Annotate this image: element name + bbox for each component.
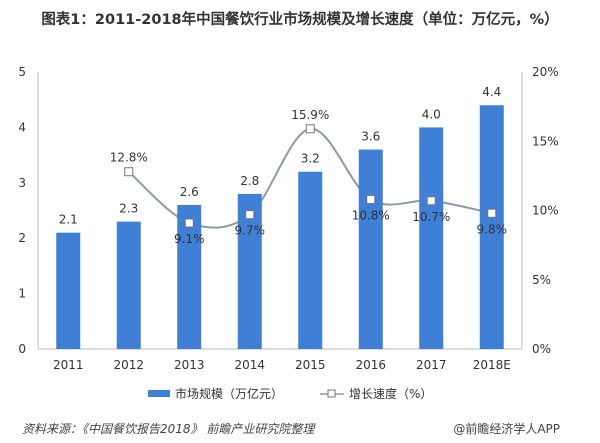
growth-rate-marker (184, 218, 194, 228)
bar-value-label: 4.0 (422, 107, 441, 121)
line-value-label: 9.8% (477, 222, 508, 236)
x-tick-label: 2012 (113, 358, 144, 372)
market-size-bar (358, 149, 383, 349)
line-value-label: 9.1% (174, 232, 205, 246)
right-tick-label: 10% (532, 204, 559, 218)
left-tick-label: 5 (18, 65, 26, 79)
right-tick-label: 20% (532, 65, 559, 79)
market-size-bar (116, 221, 141, 349)
legend-line-marker (327, 389, 336, 398)
left-tick-label: 2 (18, 231, 26, 245)
bar-value-label: 2.8 (240, 174, 259, 188)
growth-rate-marker (366, 194, 376, 204)
line-value-label: 9.7% (235, 224, 266, 238)
line-value-label: 10.8% (352, 208, 390, 222)
x-tick-label: 2016 (355, 358, 386, 372)
left-tick-label: 0 (18, 342, 26, 356)
bar-value-label: 4.4 (482, 85, 501, 99)
line-value-label: 15.9% (291, 108, 329, 122)
growth-rate-marker (305, 124, 315, 134)
x-tick-label: 2015 (295, 358, 326, 372)
left-tick-label: 3 (18, 176, 26, 190)
left-tick-label: 4 (18, 120, 26, 134)
growth-rate-marker (124, 167, 134, 177)
left-tick-label: 1 (18, 287, 26, 301)
bar-value-label: 2.3 (119, 202, 138, 216)
line-value-label: 12.8% (110, 151, 148, 165)
growth-rate-marker (426, 196, 436, 206)
growth-rate-marker (245, 210, 255, 220)
x-tick-label: 2014 (234, 358, 265, 372)
x-tick-label: 2013 (174, 358, 205, 372)
legend-line-label: 增长速度（%） (349, 386, 432, 401)
legend-bar-swatch (148, 390, 170, 397)
right-tick-label: 0% (532, 342, 551, 356)
brand-watermark: @前瞻经济学人APP (453, 422, 560, 436)
bar-value-label: 3.2 (301, 152, 320, 166)
x-tick-label: 2018E (473, 358, 511, 372)
bar-value-label: 2.1 (59, 213, 78, 227)
market-size-bar (479, 105, 504, 350)
line-value-label: 10.7% (412, 210, 450, 224)
x-tick-label: 2011 (53, 358, 84, 372)
growth-rate-marker (487, 208, 497, 218)
market-size-bar (56, 232, 81, 349)
market-size-bar (177, 204, 202, 349)
source-note: 资料来源：《中国餐饮报告2018》 前瞻产业研究院整理 (22, 422, 315, 436)
bar-value-label: 2.6 (180, 185, 199, 199)
market-size-bar (298, 171, 323, 349)
x-tick-label: 2017 (416, 358, 447, 372)
legend-bar-label: 市场规模（万亿元） (175, 386, 283, 401)
bar-value-label: 3.6 (361, 130, 380, 144)
chart-title: 图表1：2011-2018年中国餐饮行业市场规模及增长速度（单位：万亿元，%） (41, 12, 559, 28)
right-tick-label: 5% (532, 273, 551, 287)
right-tick-label: 15% (532, 134, 559, 148)
market-size-bar (419, 127, 444, 350)
market-size-bar (237, 193, 262, 349)
